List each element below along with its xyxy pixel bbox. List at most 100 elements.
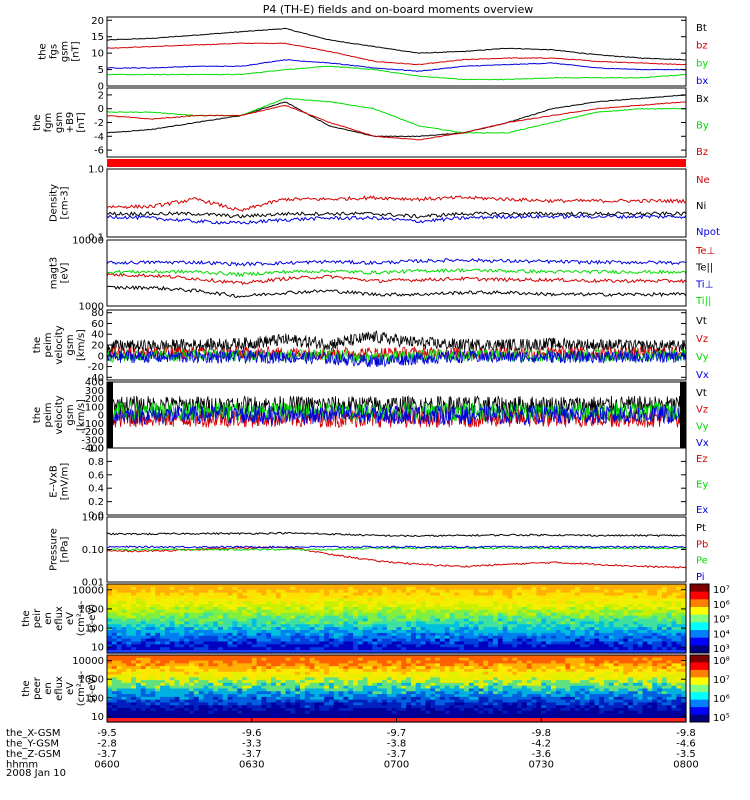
heatmap-cell [280, 641, 287, 645]
heatmap-cell [222, 612, 229, 617]
heatmap-cell [184, 685, 190, 690]
heatmap-cell [415, 615, 422, 620]
heatmap-cell [507, 655, 513, 659]
heatmap-cell [396, 586, 402, 591]
heatmap-cell [517, 586, 523, 591]
heatmap-cell [415, 660, 422, 664]
heatmap-cell [111, 630, 118, 634]
heatmap-cell [266, 615, 272, 620]
heatmap-cell [536, 647, 542, 651]
heatmap-cell [189, 644, 195, 648]
heatmap-cell [251, 607, 258, 611]
heatmap-cell [599, 621, 605, 625]
heatmap-cell [150, 688, 156, 692]
heatmap-cell [271, 592, 277, 597]
heatmap-cell [386, 647, 393, 651]
heatmap-cell [271, 644, 277, 648]
heatmap-cell [324, 671, 330, 676]
heatmap-cell [367, 694, 373, 698]
heatmap-cell [232, 615, 238, 620]
heatmap-cell [314, 618, 320, 622]
heatmap-cell [126, 666, 132, 670]
heatmap-cell [314, 677, 320, 681]
heatmap-cell [140, 671, 147, 676]
heatmap-cell [401, 674, 407, 678]
heatmap-cell [237, 584, 243, 588]
heatmap-cell [116, 630, 123, 634]
heatmap-cell [150, 592, 156, 597]
heatmap-cell [203, 627, 209, 631]
heatmap-cell [338, 607, 345, 611]
heatmap-cell [328, 604, 335, 608]
heatmap-cell [512, 592, 518, 597]
heatmap-cell [135, 589, 142, 594]
heatmap-cell [517, 666, 523, 670]
heatmap-cell [222, 618, 229, 622]
heatmap-cell [160, 624, 166, 628]
heatmap-cell [671, 586, 677, 591]
heatmap-cell [632, 621, 639, 625]
heatmap-cell [150, 595, 156, 599]
heatmap-cell [314, 607, 320, 611]
heatmap-cell [295, 694, 301, 698]
heatmap-cell [401, 586, 407, 591]
heatmap-cell [261, 677, 267, 681]
heatmap-cell [521, 589, 528, 594]
heatmap-cell [541, 630, 547, 634]
heatmap-cell [488, 584, 494, 588]
heatmap-cell [309, 694, 316, 698]
heatmap-cell [290, 655, 296, 659]
heatmap-cell [464, 630, 470, 634]
heatmap-cell [647, 647, 653, 651]
heatmap-cell [131, 691, 137, 695]
heatmap-cell [618, 694, 624, 698]
heatmap-cell [464, 671, 470, 676]
heatmap-cell [661, 638, 668, 643]
heatmap-cell [435, 609, 441, 614]
heatmap-cell [266, 598, 272, 602]
colorbar-tick-label: 10⁶ [713, 600, 730, 611]
heatmap-cell [555, 624, 562, 628]
heatmap-cell [536, 638, 542, 643]
heatmap-cell [126, 694, 132, 698]
heatmap-cell [131, 641, 137, 645]
heatmap-cell [681, 598, 687, 602]
heatmap-cell [435, 595, 441, 599]
heatmap-cell [203, 618, 209, 622]
heatmap-cell [208, 677, 214, 681]
heatmap-cell [541, 647, 547, 651]
heatmap-cell [198, 598, 205, 602]
heatmap-cell [425, 604, 431, 608]
heatmap-cell [386, 618, 393, 622]
heatmap-cell [594, 604, 600, 608]
heatmap-cell [657, 638, 663, 643]
heatmap-cell [628, 663, 634, 667]
heatmap-cell [242, 671, 248, 676]
heatmap-cell [473, 668, 480, 673]
heatmap-cell [198, 666, 205, 670]
heatmap-cell [275, 674, 282, 678]
y-tick-label: 100 [85, 402, 104, 413]
heatmap-cell [131, 655, 137, 659]
heatmap-cell [420, 589, 427, 594]
heatmap-cell [261, 609, 267, 614]
heatmap-cell [357, 685, 364, 690]
heatmap-cell [111, 655, 118, 659]
heatmap-cell [280, 604, 287, 608]
heatmap-cell [304, 618, 311, 622]
heatmap-cell [140, 688, 147, 692]
heatmap-cell [121, 586, 127, 591]
heatmap-cell [671, 601, 677, 605]
heatmap-cell [377, 584, 383, 588]
heatmap-cell [193, 691, 200, 695]
heatmap-cell [642, 630, 648, 634]
heatmap-cell [483, 584, 489, 588]
heatmap-cell [386, 688, 393, 692]
heatmap-cell [116, 618, 123, 622]
heatmap-cell [560, 632, 566, 637]
heatmap-cell [435, 694, 441, 698]
heatmap-cell [478, 663, 484, 667]
heatmap-cell [309, 635, 316, 640]
heatmap-cell [300, 671, 306, 676]
heatmap-cell [435, 615, 441, 620]
